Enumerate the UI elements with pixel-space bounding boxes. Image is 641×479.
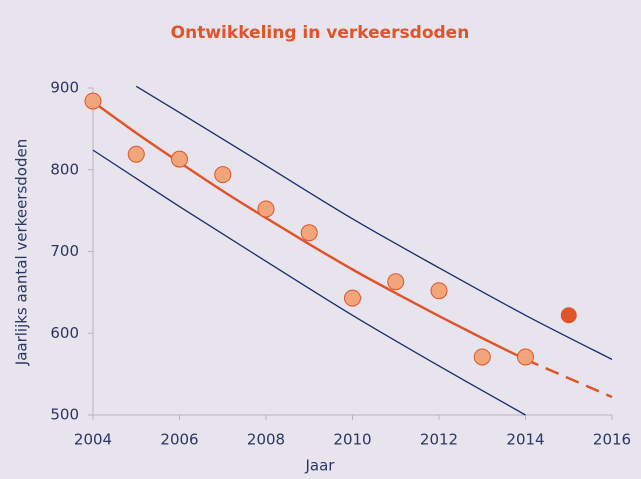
- point: [517, 348, 534, 366]
- point: [214, 166, 232, 184]
- point: [300, 224, 318, 242]
- x-tick-label: 2014: [506, 431, 544, 449]
- point: [127, 145, 145, 163]
- y-tick-label: 700: [50, 242, 79, 260]
- x-tick-label: 2004: [74, 431, 112, 449]
- trend-line-dashed: [525, 358, 613, 399]
- line: [135, 85, 613, 360]
- point: [473, 348, 491, 366]
- y-tick-label: 800: [50, 160, 79, 178]
- line: [92, 149, 526, 416]
- point: [84, 92, 102, 110]
- x-tick-label: 2010: [333, 431, 371, 449]
- point: [387, 273, 405, 291]
- y-tick-label: 600: [50, 324, 79, 342]
- point: [344, 289, 361, 307]
- y-axis-label: Jaarlijks aantal verkeersdoden: [13, 139, 31, 366]
- y-tick-label: 900: [50, 79, 79, 97]
- highlight-point: [560, 307, 577, 324]
- y-tick-label: 500: [50, 406, 79, 424]
- point: [257, 200, 275, 218]
- point: [171, 150, 188, 168]
- x-tick-label: 2008: [247, 431, 285, 449]
- line: [92, 100, 527, 361]
- x-tick-label: 2006: [160, 431, 198, 449]
- point: [430, 282, 448, 300]
- x-tick-label: 2016: [593, 431, 631, 449]
- x-tick-label: 2012: [420, 431, 458, 449]
- x-axis-label: Jaar: [305, 457, 336, 475]
- chart-title: Ontwikkeling in verkeersdoden: [171, 23, 470, 43]
